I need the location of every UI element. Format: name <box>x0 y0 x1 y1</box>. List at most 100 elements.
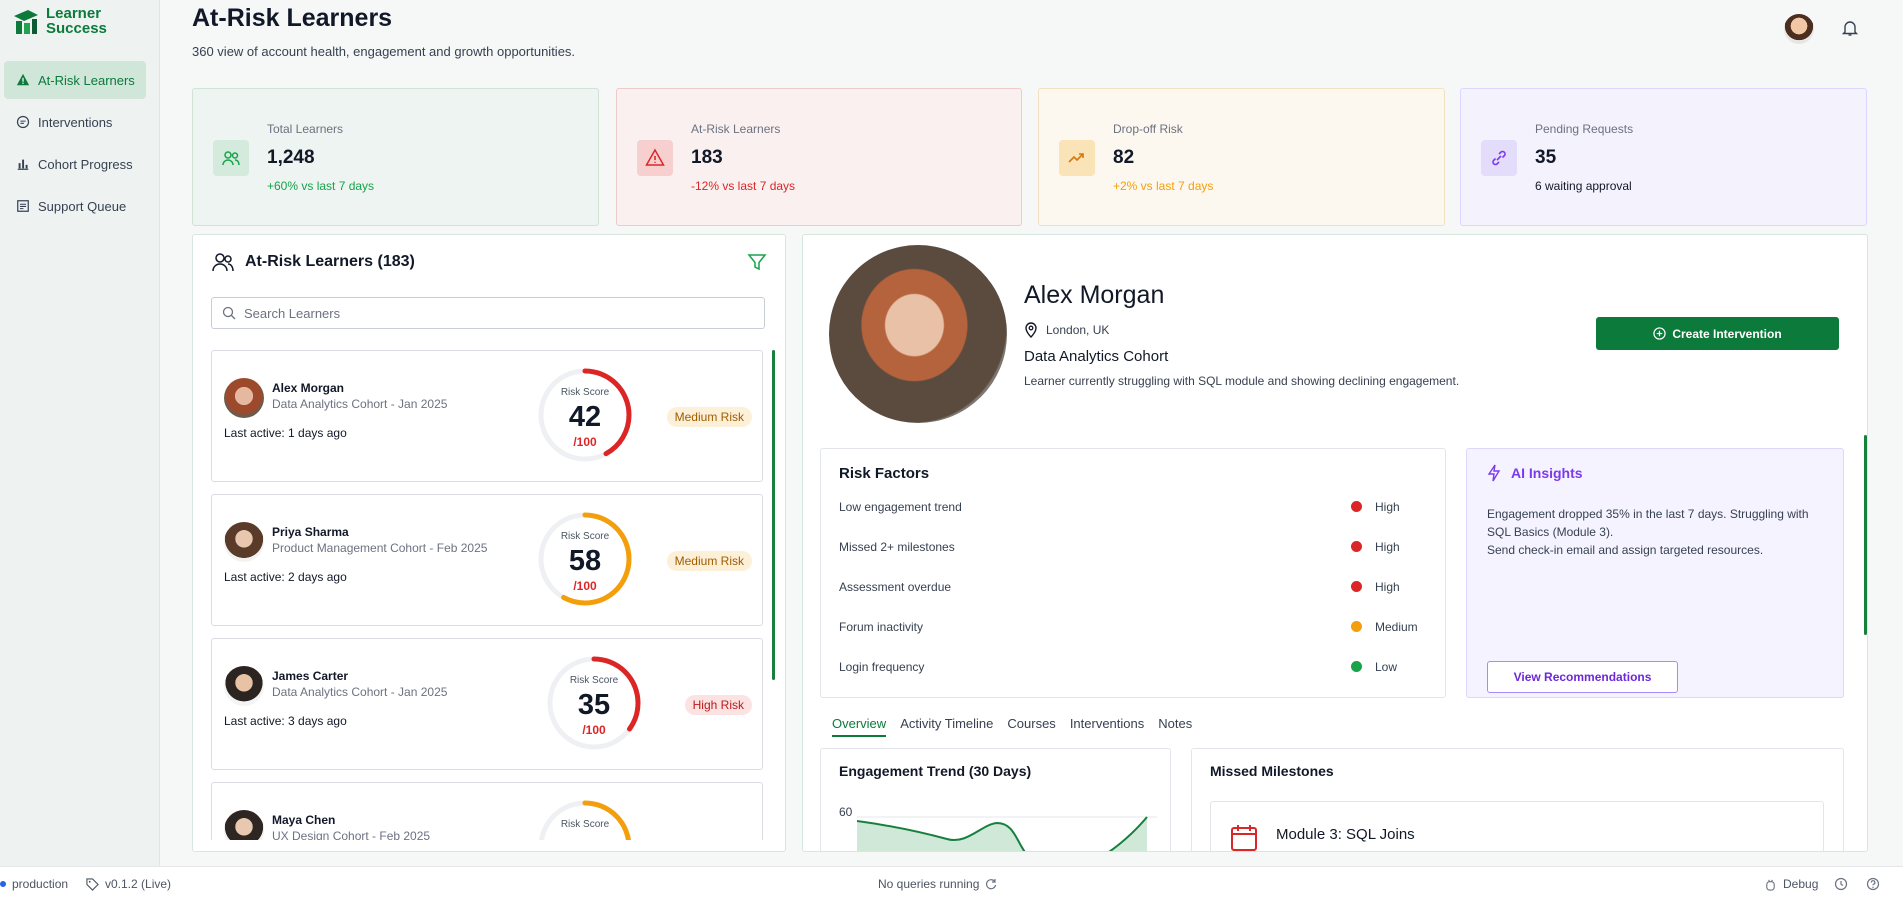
tab-activity-timeline[interactable]: Activity Timeline <box>900 716 994 731</box>
learner-card[interactable]: Priya Sharma Product Management Cohort -… <box>211 494 763 626</box>
list-icon <box>17 200 29 212</box>
lightning-icon <box>1487 464 1501 482</box>
risk-score-gauge: Risk Score 35 /100 <box>546 655 642 751</box>
users-icon <box>222 151 240 166</box>
profile-photo <box>829 245 1007 423</box>
bar-chart-icon <box>17 159 29 170</box>
detail-scrollbar[interactable] <box>1864 435 1867 635</box>
create-intervention-label: Create Intervention <box>1672 326 1782 341</box>
risk-level: High <box>1375 500 1400 514</box>
milestone-item[interactable]: Module 3: SQL Joins <box>1210 801 1824 851</box>
risk-score-gauge: Risk Score 58 /100 <box>537 511 633 607</box>
queries-status: No queries running <box>878 877 980 891</box>
learner-list[interactable]: Alex Morgan Data Analytics Cohort - Jan … <box>211 350 769 840</box>
sidebar-item-interventions[interactable]: Interventions <box>4 103 146 141</box>
risk-factor-name: Missed 2+ milestones <box>839 540 955 554</box>
stat-delta: 6 waiting approval <box>1535 179 1632 193</box>
risk-level: High <box>1375 580 1400 594</box>
view-recommendations-button[interactable]: View Recommendations <box>1487 661 1678 693</box>
learner-card[interactable]: James Carter Data Analytics Cohort - Jan… <box>211 638 763 770</box>
ai-insights-card: AI Insights Engagement dropped 35% in th… <box>1466 448 1844 698</box>
stat-delta: +60% vs last 7 days <box>267 179 375 193</box>
bell-icon[interactable] <box>1841 19 1859 37</box>
learner-cohort: Data Analytics Cohort - Jan 2025 <box>272 397 448 411</box>
tab-interventions[interactable]: Interventions <box>1069 716 1145 731</box>
stat-label: Total Learners <box>267 122 344 136</box>
profile-location: London, UK <box>1046 323 1110 337</box>
sidebar-item-support-queue[interactable]: Support Queue <box>4 187 146 225</box>
risk-factor-row: Assessment overdue High <box>839 577 1429 597</box>
tag-icon <box>86 877 99 891</box>
warning-icon <box>645 148 665 166</box>
refresh-icon[interactable] <box>985 878 997 890</box>
stat-delta: +2% vs last 7 days <box>1113 179 1214 193</box>
stat-value: 183 <box>691 147 723 168</box>
profile-name: Alex Morgan <box>1024 281 1165 309</box>
learner-avatar <box>224 666 264 706</box>
risk-level-dot <box>1351 541 1362 552</box>
sidebar-item-at-risk-learners[interactable]: At-Risk Learners <box>4 61 146 99</box>
stat-card-total-learners: Total Learners 1,248 +60% vs last 7 days <box>192 88 599 226</box>
tab-courses[interactable]: Courses <box>1007 716 1056 731</box>
risk-factor-name: Low engagement trend <box>839 500 962 514</box>
user-avatar[interactable] <box>1784 14 1814 44</box>
risk-factor-name: Assessment overdue <box>839 580 952 594</box>
risk-badge: Medium Risk <box>666 407 752 427</box>
engagement-trend-card: Engagement Trend (30 Days) 60 <box>820 748 1171 851</box>
search-icon <box>222 306 236 320</box>
risk-score-gauge: Risk Score <box>537 799 633 840</box>
risk-score-arc <box>538 800 632 840</box>
risk-level-dot <box>1351 661 1362 672</box>
app-logo[interactable]: Learner Success <box>12 6 107 36</box>
learner-name: Maya Chen <box>272 813 336 827</box>
learner-card[interactable]: Maya Chen UX Design Cohort - Feb 2025 Ri… <box>211 782 763 840</box>
tab-overview[interactable]: Overview <box>832 716 887 737</box>
history-icon[interactable] <box>1834 877 1848 891</box>
engagement-area <box>857 817 1147 851</box>
profile-description: Learner currently struggling with SQL mo… <box>1024 374 1460 388</box>
filter-icon[interactable] <box>747 252 767 272</box>
learner-detail-panel: Alex Morgan London, UK Data Analytics Co… <box>802 234 1868 852</box>
env-label: production <box>12 877 69 891</box>
list-scrollbar[interactable] <box>772 350 775 680</box>
risk-score-max: /100 <box>573 579 597 593</box>
sidebar-nav: At-Risk Learners Interventions Cohort Pr… <box>4 61 146 229</box>
risk-score-arc <box>547 656 641 750</box>
sidebar-item-label: Cohort Progress <box>38 156 133 172</box>
risk-level-dot <box>1351 581 1362 592</box>
profile-cohort: Data Analytics Cohort <box>1024 348 1169 365</box>
learner-list-title: At-Risk Learners (183) <box>245 253 415 270</box>
risk-score-ring <box>538 368 632 462</box>
missed-milestones-card: Missed Milestones Module 3: SQL Joins <box>1191 748 1844 851</box>
risk-level: Medium <box>1375 620 1418 634</box>
tab-notes[interactable]: Notes <box>1158 716 1193 731</box>
ai-insight-line1: Engagement dropped 35% in the last 7 day… <box>1487 507 1809 539</box>
sidebar-item-cohort-progress[interactable]: Cohort Progress <box>4 145 146 183</box>
version-label: v0.1.2 (Live) <box>105 877 172 891</box>
learner-last-active: Last active: 3 days ago <box>224 714 347 728</box>
risk-factor-row: Missed 2+ milestones High <box>839 537 1429 557</box>
learner-name: Alex Morgan <box>272 381 345 395</box>
learner-card[interactable]: Alex Morgan Data Analytics Cohort - Jan … <box>211 350 763 482</box>
risk-factor-row: Login frequency Low <box>839 657 1429 677</box>
stat-card-at-risk-learners: At-Risk Learners 183 -12% vs last 7 days <box>616 88 1022 226</box>
engagement-trend-chart <box>857 816 1157 851</box>
logo-line2: Success <box>46 20 107 37</box>
risk-score-arc <box>538 368 632 462</box>
stat-card-pending-requests: Pending Requests 35 6 waiting approval <box>1460 88 1867 226</box>
risk-factors-title: Risk Factors <box>839 465 930 482</box>
risk-badge: High Risk <box>684 695 752 715</box>
main-content: At-Risk Learners 360 view of account hea… <box>160 0 1903 866</box>
learner-avatar <box>224 378 264 418</box>
sidebar: Learner Success At-Risk Learners Interve… <box>0 0 160 866</box>
risk-score-ring <box>538 512 632 606</box>
milestone-title: Module 3: SQL Joins <box>1276 826 1415 843</box>
learner-avatar <box>224 810 264 840</box>
search-input[interactable] <box>244 305 744 321</box>
learner-cohort: UX Design Cohort - Feb 2025 <box>272 829 431 840</box>
help-icon[interactable] <box>1866 877 1880 891</box>
stat-delta: -12% vs last 7 days <box>691 179 796 193</box>
risk-factor-name: Forum inactivity <box>839 620 924 634</box>
learner-name: Priya Sharma <box>272 525 349 539</box>
create-intervention-button[interactable]: Create Intervention <box>1596 317 1839 350</box>
